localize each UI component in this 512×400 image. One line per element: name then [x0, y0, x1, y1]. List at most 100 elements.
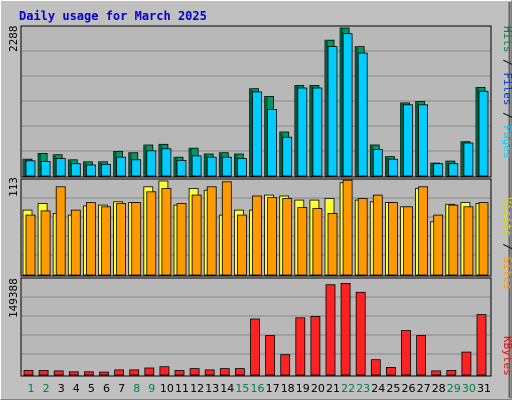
- panel-kbytes: KBytes 1: 7000 KBytes 2: 7000 KBytes 3: 65…: [7, 277, 512, 377]
- x-tick-day-21: 21: [326, 382, 340, 395]
- x-tick-day-5: 5: [88, 382, 95, 395]
- chart-title: Daily usage for March 2025: [19, 9, 207, 23]
- bar-pages-day-12: Pages 12: 310: [191, 155, 202, 177]
- bar-shade-day-27: [415, 101, 419, 176]
- bar-sites-day-30: Sites 30: 82: [463, 206, 474, 276]
- bar-sites-day-21: Sites 21: 74: [327, 212, 338, 276]
- bar-shade-day-20: [309, 85, 313, 176]
- bar-shade-day-1: [23, 159, 26, 176]
- x-tick-day-30: 30: [462, 382, 476, 395]
- bar-shade-day-10: [158, 144, 162, 176]
- bar-pages-day-17: Pages 17: 1030: [267, 109, 278, 177]
- bar-pages-day-1: Pages 1: 235: [25, 160, 36, 177]
- bar-kbytes-day-7: KBytes 7: 8000: [114, 369, 124, 376]
- bar-pages-day-22: Pages 22: 2200: [342, 33, 353, 177]
- bar-pages-day-29: Pages 29: 190: [448, 163, 459, 177]
- bar-pages-day-20: Pages 20: 1360: [312, 87, 323, 177]
- bar-kbytes-day-26: KBytes 26: 70000: [401, 330, 411, 376]
- bar-shade-day-4: [68, 159, 72, 176]
- x-tick-day-11: 11: [175, 382, 189, 395]
- bar-shade-day-19: [294, 85, 298, 176]
- bar-kbytes-day-23: KBytes 23: 130000: [355, 291, 366, 376]
- bar-sites-day-28: Sites 28: 72: [433, 214, 444, 276]
- bar-shade-day-11: [174, 157, 177, 176]
- bar-kbytes-day-29: KBytes 29: 7000: [446, 370, 457, 376]
- bar-kbytes-day-13: KBytes 13: 8000: [204, 369, 215, 376]
- x-tick-day-2: 2: [43, 382, 50, 395]
- bars-kbytes: KBytes 1: 7000 KBytes 2: 7000 KBytes 3: 65…: [23, 282, 487, 376]
- svg-text:Visits / Sites: Visits / Sites: [501, 197, 512, 290]
- bar-pages-day-9: Pages 9: 390: [146, 150, 157, 177]
- bar-kbytes-day-28: KBytes 28: 6500: [431, 370, 442, 376]
- x-tick-day-14: 14: [220, 382, 234, 395]
- bar-sites-day-14: Sites 14: 112: [221, 181, 232, 276]
- legend-sites: Sites: [501, 257, 512, 290]
- x-tick-day-20: 20: [311, 382, 325, 395]
- bar-sites-day-3: Sites 3: 106: [55, 186, 66, 276]
- bar-shade-day-2: [38, 153, 42, 176]
- x-tick-day-31: 31: [477, 382, 491, 395]
- bar-sites-day-6: Sites 6: 82: [101, 206, 111, 276]
- legend-visits-sites: Visits / Sites: [501, 197, 512, 290]
- bar-sites-day-31: Sites 31: 87: [478, 202, 489, 276]
- bar-shade-day-13: [204, 154, 208, 176]
- bar-pages-day-10: Pages 10: 420: [161, 148, 172, 177]
- bar-kbytes-day-18: KBytes 18: 32000: [280, 354, 291, 376]
- bar-kbytes-day-10: KBytes 10: 13000: [159, 366, 170, 376]
- legend-pages: Pages: [501, 125, 512, 158]
- x-tick-day-26: 26: [402, 382, 416, 395]
- svg-text:Hits / Files / Pages: Hits / Files / Pages: [501, 26, 512, 159]
- x-tick-day-24: 24: [371, 382, 385, 395]
- bar-sites-day-9: Sites 9: 100: [146, 191, 157, 276]
- bar-shade-day-14: [219, 152, 223, 176]
- bar-sites-day-29: Sites 29: 84: [448, 204, 459, 276]
- bar-pages-day-13: Pages 13: 290: [206, 156, 217, 177]
- bar-pages-day-27: Pages 27: 1100: [418, 104, 429, 177]
- x-tick-day-12: 12: [190, 382, 204, 395]
- bar-pages-day-5: Pages 5: 170: [86, 164, 96, 177]
- bar-pages-day-11: Pages 11: 240: [176, 160, 187, 177]
- bar-shade-day-22: [340, 28, 344, 176]
- x-tick-day-27: 27: [417, 382, 431, 395]
- bar-shade-day-8: [128, 152, 132, 176]
- bar-kbytes-day-22: KBytes 22: 144000: [340, 282, 351, 376]
- legend-files: Files: [501, 72, 512, 105]
- legend-visits: Visits: [501, 197, 512, 237]
- bar-kbytes-day-24: KBytes 24: 24000: [370, 359, 381, 376]
- bar-sites-day-20: Sites 20: 80: [312, 208, 323, 276]
- x-tick-day-13: 13: [205, 382, 219, 395]
- x-tick-day-23: 23: [356, 382, 370, 395]
- bar-sites-day-23: Sites 23: 92: [357, 198, 368, 276]
- bar-shade-day-5: [83, 161, 87, 176]
- bar-shade-day-16: [249, 88, 253, 176]
- bar-sites-day-24: Sites 24: 96: [372, 194, 383, 276]
- panel-hits-files-pages: Hits 1: 260Pages 1: 235Hits 2: 350Pages …: [7, 25, 512, 178]
- bar-kbytes-day-4: KBytes 4: 5000: [68, 371, 79, 376]
- bar-sites-day-7: Sites 7: 86: [116, 203, 126, 276]
- bar-shade-day-6: [98, 161, 102, 176]
- legend-kbytes: KBytes: [501, 336, 512, 376]
- bar-sites-day-8: Sites 8: 87: [131, 202, 142, 276]
- bar-sites-day-1: Sites 1: 72: [25, 214, 36, 276]
- bar-shade-day-18: [279, 132, 283, 176]
- bar-kbytes-day-2: KBytes 2: 7000: [38, 370, 49, 376]
- bar-kbytes-day-6: KBytes 6: 4500: [99, 371, 109, 376]
- x-tick-day-4: 4: [73, 382, 80, 395]
- x-tick-day-25: 25: [386, 382, 400, 395]
- bar-shade-day-9: [143, 145, 147, 176]
- bar-sites-day-22: Sites 22: 114: [342, 179, 353, 276]
- bar-pages-day-28: Pages 28: 190: [433, 163, 444, 177]
- bars-hits-files-pages: Hits 1: 260Pages 1: 235Hits 2: 350Pages …: [22, 27, 489, 177]
- x-tick-day-6: 6: [103, 382, 110, 395]
- bar-pages-day-15: Pages 15: 270: [236, 158, 247, 177]
- bar-pages-day-18: Pages 18: 600: [282, 136, 293, 177]
- legend-hits: Hits: [501, 26, 512, 53]
- bar-shade-day-26: [400, 102, 404, 176]
- bar-pages-day-19: Pages 19: 1360: [297, 87, 308, 177]
- bar-pages-day-26: Pages 26: 1100: [403, 104, 413, 177]
- bar-kbytes-day-8: KBytes 8: 8000: [129, 369, 140, 376]
- bar-shade-day-31: [476, 87, 479, 176]
- bar-kbytes-day-19: KBytes 19: 90000: [295, 317, 306, 376]
- bar-pages-day-3: Pages 3: 270: [55, 158, 66, 177]
